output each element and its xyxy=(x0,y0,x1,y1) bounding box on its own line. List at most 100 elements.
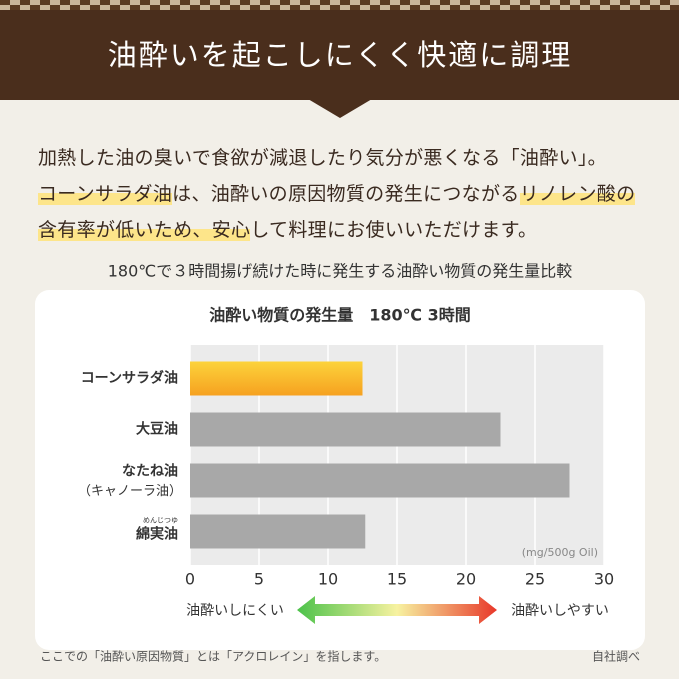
checker-square xyxy=(250,5,260,10)
checker-square xyxy=(70,5,80,10)
checker-square xyxy=(350,5,360,10)
y-tick-label: 大豆油 xyxy=(136,421,178,438)
checker-square xyxy=(280,0,290,5)
checker-square xyxy=(380,0,390,5)
scale-left: 油酔いしにくい xyxy=(186,603,284,619)
x-tick-label: 15 xyxy=(387,570,407,589)
checker-square xyxy=(520,0,530,5)
checker-square xyxy=(20,0,30,5)
checker-square xyxy=(620,5,630,10)
checker-square xyxy=(460,0,470,5)
checker-square xyxy=(370,0,380,5)
checker-square xyxy=(290,5,300,10)
footer-note: ここでの「油酔い原因物質」とは「アクロレイン」を指します。 xyxy=(40,649,386,664)
checker-square xyxy=(310,0,320,5)
checker-square xyxy=(350,0,360,5)
checker-square xyxy=(400,5,410,10)
header-title: 油酔いを起こしにくく快適に調理 xyxy=(108,38,572,72)
checker-square xyxy=(20,5,30,10)
checker-square xyxy=(120,5,130,10)
checker-square xyxy=(440,5,450,10)
checker-square xyxy=(100,5,110,10)
checker-square xyxy=(550,5,560,10)
checker-square xyxy=(200,0,210,5)
paragraph-text: リノレン酸の xyxy=(519,183,636,205)
x-tick-label: 30 xyxy=(594,570,614,589)
checker-square xyxy=(40,0,50,5)
checker-square xyxy=(150,5,160,10)
paragraph-text: は、油酔いの原因物質の発生につながる xyxy=(172,183,520,205)
category-note: （キャノーラ油） xyxy=(78,484,182,499)
bar xyxy=(190,361,363,396)
checker-square xyxy=(440,0,450,5)
checker-square xyxy=(650,0,660,5)
checker-square xyxy=(100,0,110,5)
checker-square xyxy=(10,5,20,10)
checker-strip xyxy=(0,0,679,10)
checker-square xyxy=(360,0,370,5)
checker-square xyxy=(10,0,20,5)
checker-square xyxy=(240,5,250,10)
checker-square xyxy=(50,0,60,5)
bar xyxy=(190,412,501,447)
checker-square xyxy=(200,5,210,10)
checker-square xyxy=(460,5,470,10)
checker-square xyxy=(160,5,170,10)
y-tick-label: 綿実油 xyxy=(136,526,178,543)
footer-source: 自社調べ xyxy=(592,649,640,664)
checker-square xyxy=(630,0,640,5)
checker-square xyxy=(530,5,540,10)
checker-square xyxy=(330,5,340,10)
checker-square xyxy=(0,0,10,5)
checker-square xyxy=(90,5,100,10)
checker-square xyxy=(430,5,440,10)
checker-square xyxy=(450,5,460,10)
checker-square xyxy=(290,0,300,5)
checker-square xyxy=(300,5,310,10)
checker-square xyxy=(230,0,240,5)
checker-square xyxy=(420,5,430,10)
checker-square xyxy=(240,0,250,5)
checker-square xyxy=(340,0,350,5)
checker-square xyxy=(340,5,350,10)
checker-square xyxy=(510,0,520,5)
checker-square xyxy=(110,0,120,5)
x-tick-label: 5 xyxy=(254,570,264,589)
checker-square xyxy=(30,0,40,5)
checker-square xyxy=(410,5,420,10)
paragraph-text: して料理にお使いいただけます。 xyxy=(250,219,538,241)
checker-square xyxy=(230,5,240,10)
checker-square xyxy=(540,5,550,10)
checker-square xyxy=(500,0,510,5)
category-ruby: めんじつゆ xyxy=(143,517,178,525)
bar xyxy=(190,463,570,498)
checker-square xyxy=(480,0,490,5)
checker-square xyxy=(420,0,430,5)
checker-square xyxy=(530,0,540,5)
checker-square xyxy=(490,5,500,10)
checker-square xyxy=(560,0,570,5)
checker-square xyxy=(70,0,80,5)
checker-square xyxy=(30,5,40,10)
checker-square xyxy=(390,0,400,5)
checker-square xyxy=(660,5,670,10)
checker-square xyxy=(140,0,150,5)
checker-square xyxy=(60,5,70,10)
checker-square xyxy=(640,5,650,10)
checker-square xyxy=(510,5,520,10)
paragraph-line: 含有率が低いため、安心して料理にお使いいただけます。 xyxy=(38,212,658,248)
checker-square xyxy=(310,5,320,10)
paragraph-text: コーンサラダ油 xyxy=(38,183,173,205)
checker-square xyxy=(80,5,90,10)
checker-square xyxy=(220,0,230,5)
checker-square xyxy=(480,5,490,10)
checker-square xyxy=(630,5,640,10)
checker-square xyxy=(670,5,679,10)
paragraph-text: 加熱した油の臭いで食欲が減退したり気分が悪くなる「油酔い」。 xyxy=(38,147,607,169)
checker-square xyxy=(210,0,220,5)
x-tick-label: 20 xyxy=(456,570,476,589)
bar xyxy=(190,514,366,549)
checker-square xyxy=(400,0,410,5)
checker-square xyxy=(320,0,330,5)
